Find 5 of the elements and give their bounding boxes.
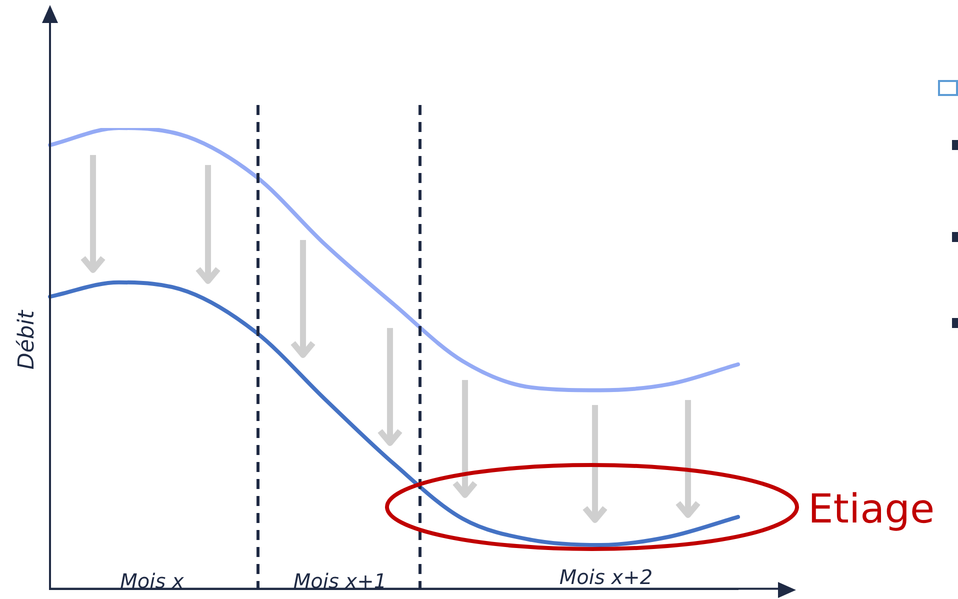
text: Etiage xyxy=(808,486,935,532)
y-axis-title: Débit xyxy=(14,309,40,370)
annotation: Mois x+1 xyxy=(293,569,387,594)
annotation: Mois x xyxy=(120,569,184,594)
annotation: Mois x+2 xyxy=(559,565,653,590)
